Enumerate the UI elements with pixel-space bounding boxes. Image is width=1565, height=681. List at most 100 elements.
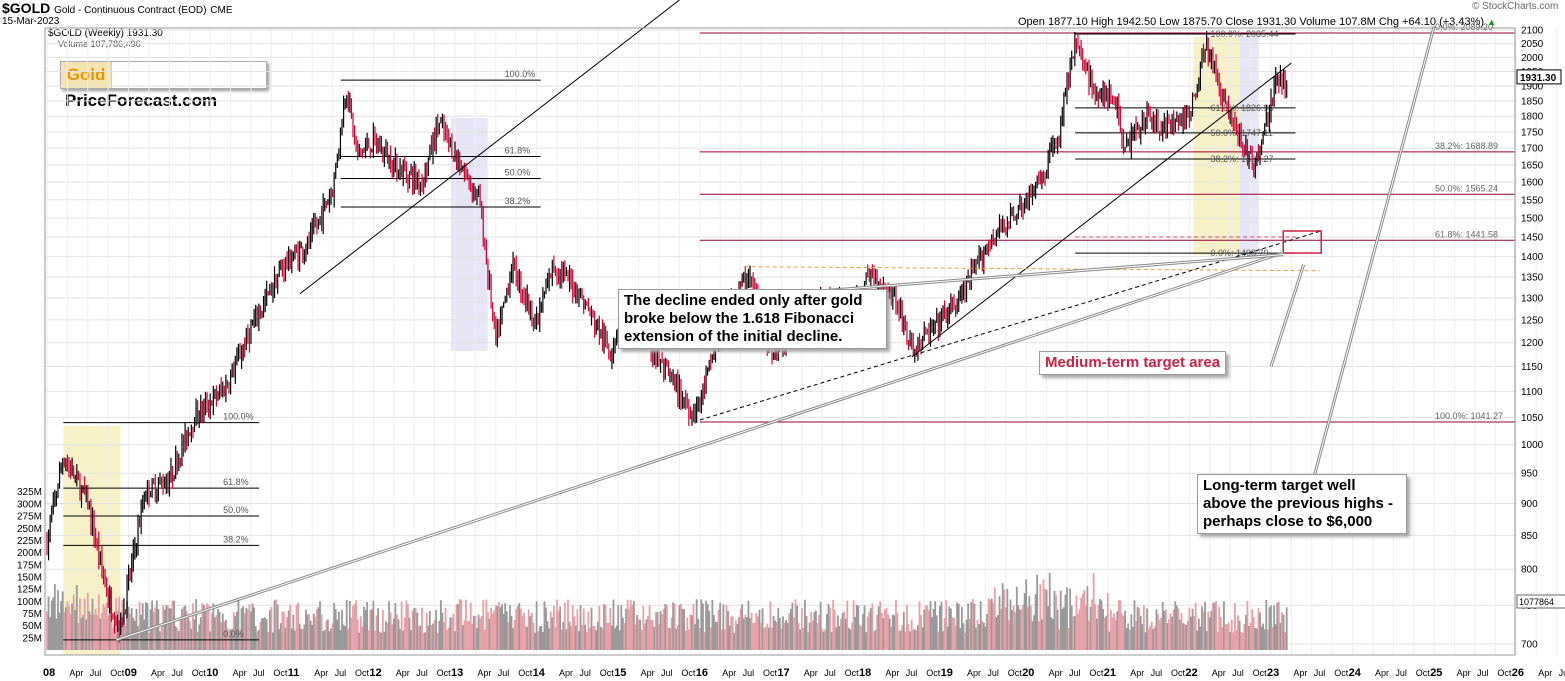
volume-bar [455, 604, 458, 650]
volume-bar [833, 609, 836, 650]
volume-bar [698, 628, 701, 650]
legend-price: $GOLD (Weekly) 1931.30 [48, 28, 163, 39]
volume-bar [810, 611, 813, 650]
volume-bar [1095, 618, 1098, 650]
volume-bar [416, 612, 419, 650]
volume-bar [874, 629, 877, 650]
volume-bar [1179, 619, 1181, 650]
x-tick-label: Jul [987, 668, 999, 678]
volume-bar [243, 613, 246, 650]
volume-bar [204, 609, 207, 650]
volume-bar [552, 605, 555, 650]
volume-bar [1172, 609, 1175, 650]
volume-bar [615, 625, 618, 650]
x-tick-label: Oct [1253, 668, 1268, 678]
volume-bar [979, 601, 982, 650]
volume-bar [101, 612, 103, 650]
x-tick-label: Oct [192, 668, 207, 678]
x-tick-label: 16 [696, 667, 708, 679]
volume-tick-label: 100M [17, 597, 42, 608]
volume-bar [1241, 632, 1244, 650]
volume-bar [509, 605, 511, 650]
volume-bar [538, 626, 541, 650]
volume-bar [741, 604, 744, 650]
volume-bar [1102, 608, 1104, 650]
volume-bar [943, 618, 946, 650]
volume-bar [788, 613, 791, 650]
volume-bar [965, 619, 968, 650]
volume-bar [1133, 600, 1136, 650]
volume-bar [989, 599, 992, 650]
volume-bar [268, 610, 271, 650]
volume-bar [975, 627, 977, 650]
volume-bar [330, 628, 332, 650]
fib-label-right: 50.0%: 1565.24 [1435, 183, 1498, 193]
volume-bar [854, 616, 857, 650]
volume-bar [392, 618, 395, 650]
volume-bar [347, 628, 350, 650]
volume-bar [518, 603, 521, 650]
volume-bar [309, 620, 312, 650]
volume-bar [1139, 615, 1142, 650]
volume-bar [756, 616, 759, 650]
volume-bar [629, 599, 632, 650]
volume-bar [606, 622, 609, 650]
x-tick-label: Jul [498, 668, 510, 678]
volume-bar [502, 613, 505, 650]
volume-bar [656, 612, 659, 650]
volume-bar [242, 606, 245, 650]
volume-bar [52, 597, 55, 650]
last-price-label: 1931.30 [1520, 73, 1557, 84]
fib-label-mid: 61.8%: 1826.96 [1210, 103, 1273, 113]
volume-bar [356, 619, 359, 650]
volume-bar [643, 623, 646, 650]
volume-bar [1125, 628, 1128, 650]
volume-bar [1144, 632, 1147, 650]
volume-bar [570, 626, 573, 650]
volume-bar [981, 620, 984, 650]
volume-bar [1086, 586, 1089, 650]
volume-bar [504, 603, 507, 650]
volume-bar [58, 612, 61, 650]
volume-bar [675, 628, 678, 650]
fib-label-left: 100.0% [505, 69, 536, 79]
volume-bar [1130, 614, 1133, 650]
volume-bar [1153, 627, 1156, 650]
volume-bar [221, 613, 224, 650]
volume-bar [399, 629, 401, 650]
volume-bar [604, 604, 607, 650]
volume-bar [1276, 602, 1279, 650]
volume-bar [563, 602, 566, 650]
volume-bar [995, 617, 998, 650]
volume-bar [505, 611, 508, 650]
x-tick-label: Jul [171, 668, 183, 678]
volume-bar [1204, 601, 1206, 650]
volume-bar [314, 616, 317, 650]
volume-bar [589, 627, 591, 650]
volume-bar [290, 628, 293, 650]
volume-bar [498, 602, 500, 650]
x-tick-label: 13 [451, 667, 463, 679]
volume-tick-label: 25M [23, 633, 42, 644]
y-tick-label: 1150 [1521, 362, 1543, 373]
ohlc-readout: Open 1877.10 High 1942.50 Low 1875.70 Cl… [1018, 16, 1496, 28]
volume-bar [256, 631, 259, 650]
volume-bar [702, 603, 704, 650]
volume-bar [796, 605, 798, 650]
volume-bar [1122, 616, 1125, 650]
volume-bar [1147, 628, 1150, 650]
volume-bar [860, 626, 863, 650]
volume-bar [245, 607, 248, 650]
volume-bar [320, 614, 323, 650]
volume-bar [1229, 632, 1232, 650]
volume-bar [1069, 588, 1072, 650]
x-tick-label: Jul [661, 668, 673, 678]
volume-bar [789, 608, 792, 650]
volume-bar [1012, 605, 1015, 650]
volume-bar [1252, 617, 1255, 650]
volume-bar [430, 625, 433, 650]
volume-bar [427, 625, 430, 650]
volume-bar [844, 618, 847, 650]
volume-bar [906, 604, 908, 650]
volume-bar [367, 630, 370, 650]
